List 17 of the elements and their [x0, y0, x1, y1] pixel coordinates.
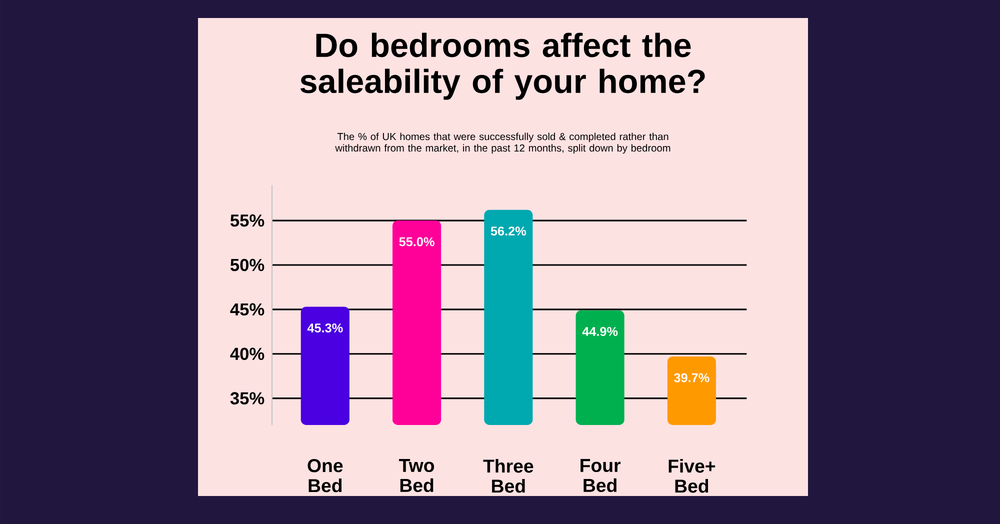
y-tick-label: 50%	[230, 258, 264, 272]
y-tick-label: 55%	[230, 214, 264, 227]
data-label: 44.9%	[582, 327, 618, 336]
x-tick-label: Two Bed	[399, 459, 434, 492]
data-label: 39.7%	[674, 373, 710, 382]
y-tick-label: 40%	[230, 348, 264, 360]
data-label: 56.2%	[490, 226, 526, 236]
chart-subtitle: The % of UK homes that were successfully sold & completed rather than withdrawn from the market, in the past 12 months, split down by bedroom	[335, 132, 670, 154]
y-tick-label: 35%	[230, 392, 264, 404]
x-tick-label: Three Bed	[483, 459, 534, 493]
data-label: 45.3%	[307, 323, 343, 332]
x-tick-label: Four Bed	[580, 459, 621, 492]
y-tick-label: 45%	[230, 303, 264, 316]
chart-title: Do bedrooms affect the saleability of your home?	[300, 32, 705, 100]
x-tick-label: One Bed	[308, 459, 343, 492]
x-tick-label: Five+ Bed	[668, 459, 716, 493]
data-label: 55.0%	[399, 237, 434, 246]
